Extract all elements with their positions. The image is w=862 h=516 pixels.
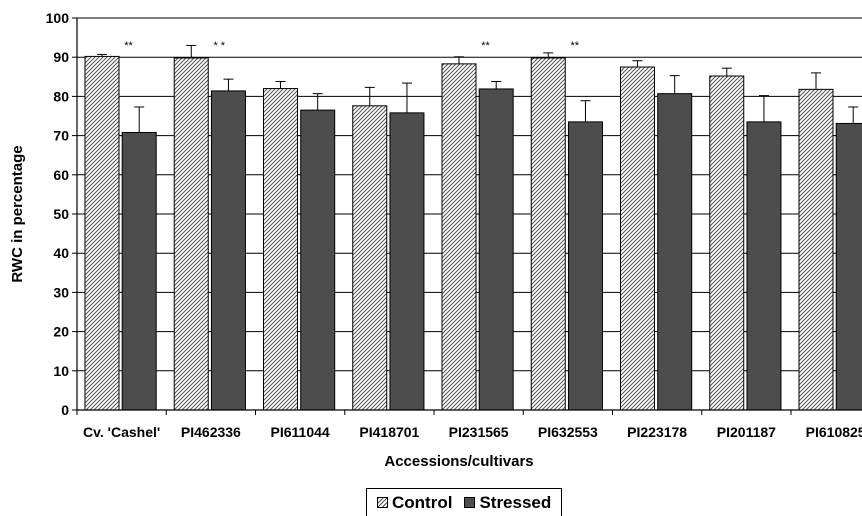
y-tick-label: 70	[53, 128, 69, 144]
legend-label-stressed: Stressed	[479, 492, 552, 512]
bar-stressed	[835, 122, 862, 411]
y-tick-label: 90	[53, 49, 69, 65]
bar-control	[798, 88, 834, 411]
significance-marker: **	[124, 40, 133, 52]
legend-swatch-stressed	[464, 497, 476, 508]
labels: 0 10 20 30 40 50 60 70 80 90 100 Cv. 'Cashel' PI4623…	[9, 10, 862, 470]
x-tick-label: PI201187	[717, 424, 776, 440]
significance-marker: **	[570, 40, 579, 52]
bar-stressed	[567, 121, 603, 411]
y-tick-label: 50	[53, 206, 69, 222]
x-tick-label: PI611044	[271, 424, 330, 440]
chart-legend: Control Stressed	[366, 488, 563, 516]
bar-control	[84, 55, 120, 411]
bar-control	[620, 66, 655, 411]
bar-control	[709, 75, 745, 411]
error-bars	[97, 44, 859, 133]
bar-stressed	[210, 90, 246, 411]
x-tick-label: PI418701	[359, 424, 419, 440]
y-axis-title: RWC in percentage	[9, 145, 26, 282]
y-tick-label: 60	[53, 167, 69, 183]
x-tick-label: PI462336	[181, 424, 241, 440]
legend-swatch-control	[377, 497, 388, 508]
x-tick-label: PI231565	[449, 424, 509, 440]
x-tick-label: PI610825	[806, 424, 862, 440]
bar-control	[441, 63, 477, 411]
bar-stressed	[746, 121, 782, 411]
bar-stressed	[300, 109, 336, 411]
x-axis-title: Accessions/cultivars	[384, 453, 533, 470]
bar-control	[352, 105, 388, 411]
legend-label-control: Control	[392, 492, 453, 512]
bar-stressed	[389, 112, 425, 411]
bar-group	[84, 55, 862, 411]
y-tick-label: 20	[53, 324, 69, 340]
x-tick-label: PI223178	[627, 424, 687, 440]
y-tick-label: 10	[53, 363, 69, 379]
legend-item-control: Control	[377, 493, 452, 513]
x-tick-label: PI632553	[538, 424, 598, 440]
y-tick-label: 30	[53, 284, 69, 300]
x-tick-label: Cv. 'Cashel'	[83, 424, 160, 440]
bar-stressed	[121, 131, 157, 411]
bar-stressed	[478, 88, 514, 411]
bar-stressed	[657, 93, 693, 411]
y-tick-label: 40	[53, 245, 69, 261]
significance-marker: **	[481, 40, 490, 52]
y-tick-label: 80	[53, 88, 69, 104]
y-tick-label: 100	[46, 10, 70, 26]
bar-control	[263, 88, 298, 411]
bar-control	[173, 57, 209, 411]
significance-marker: * *	[213, 40, 225, 52]
axes	[72, 17, 862, 415]
y-tick-label: 0	[61, 402, 69, 418]
bar-control	[530, 57, 566, 411]
legend-item-stressed: Stressed	[464, 493, 551, 513]
